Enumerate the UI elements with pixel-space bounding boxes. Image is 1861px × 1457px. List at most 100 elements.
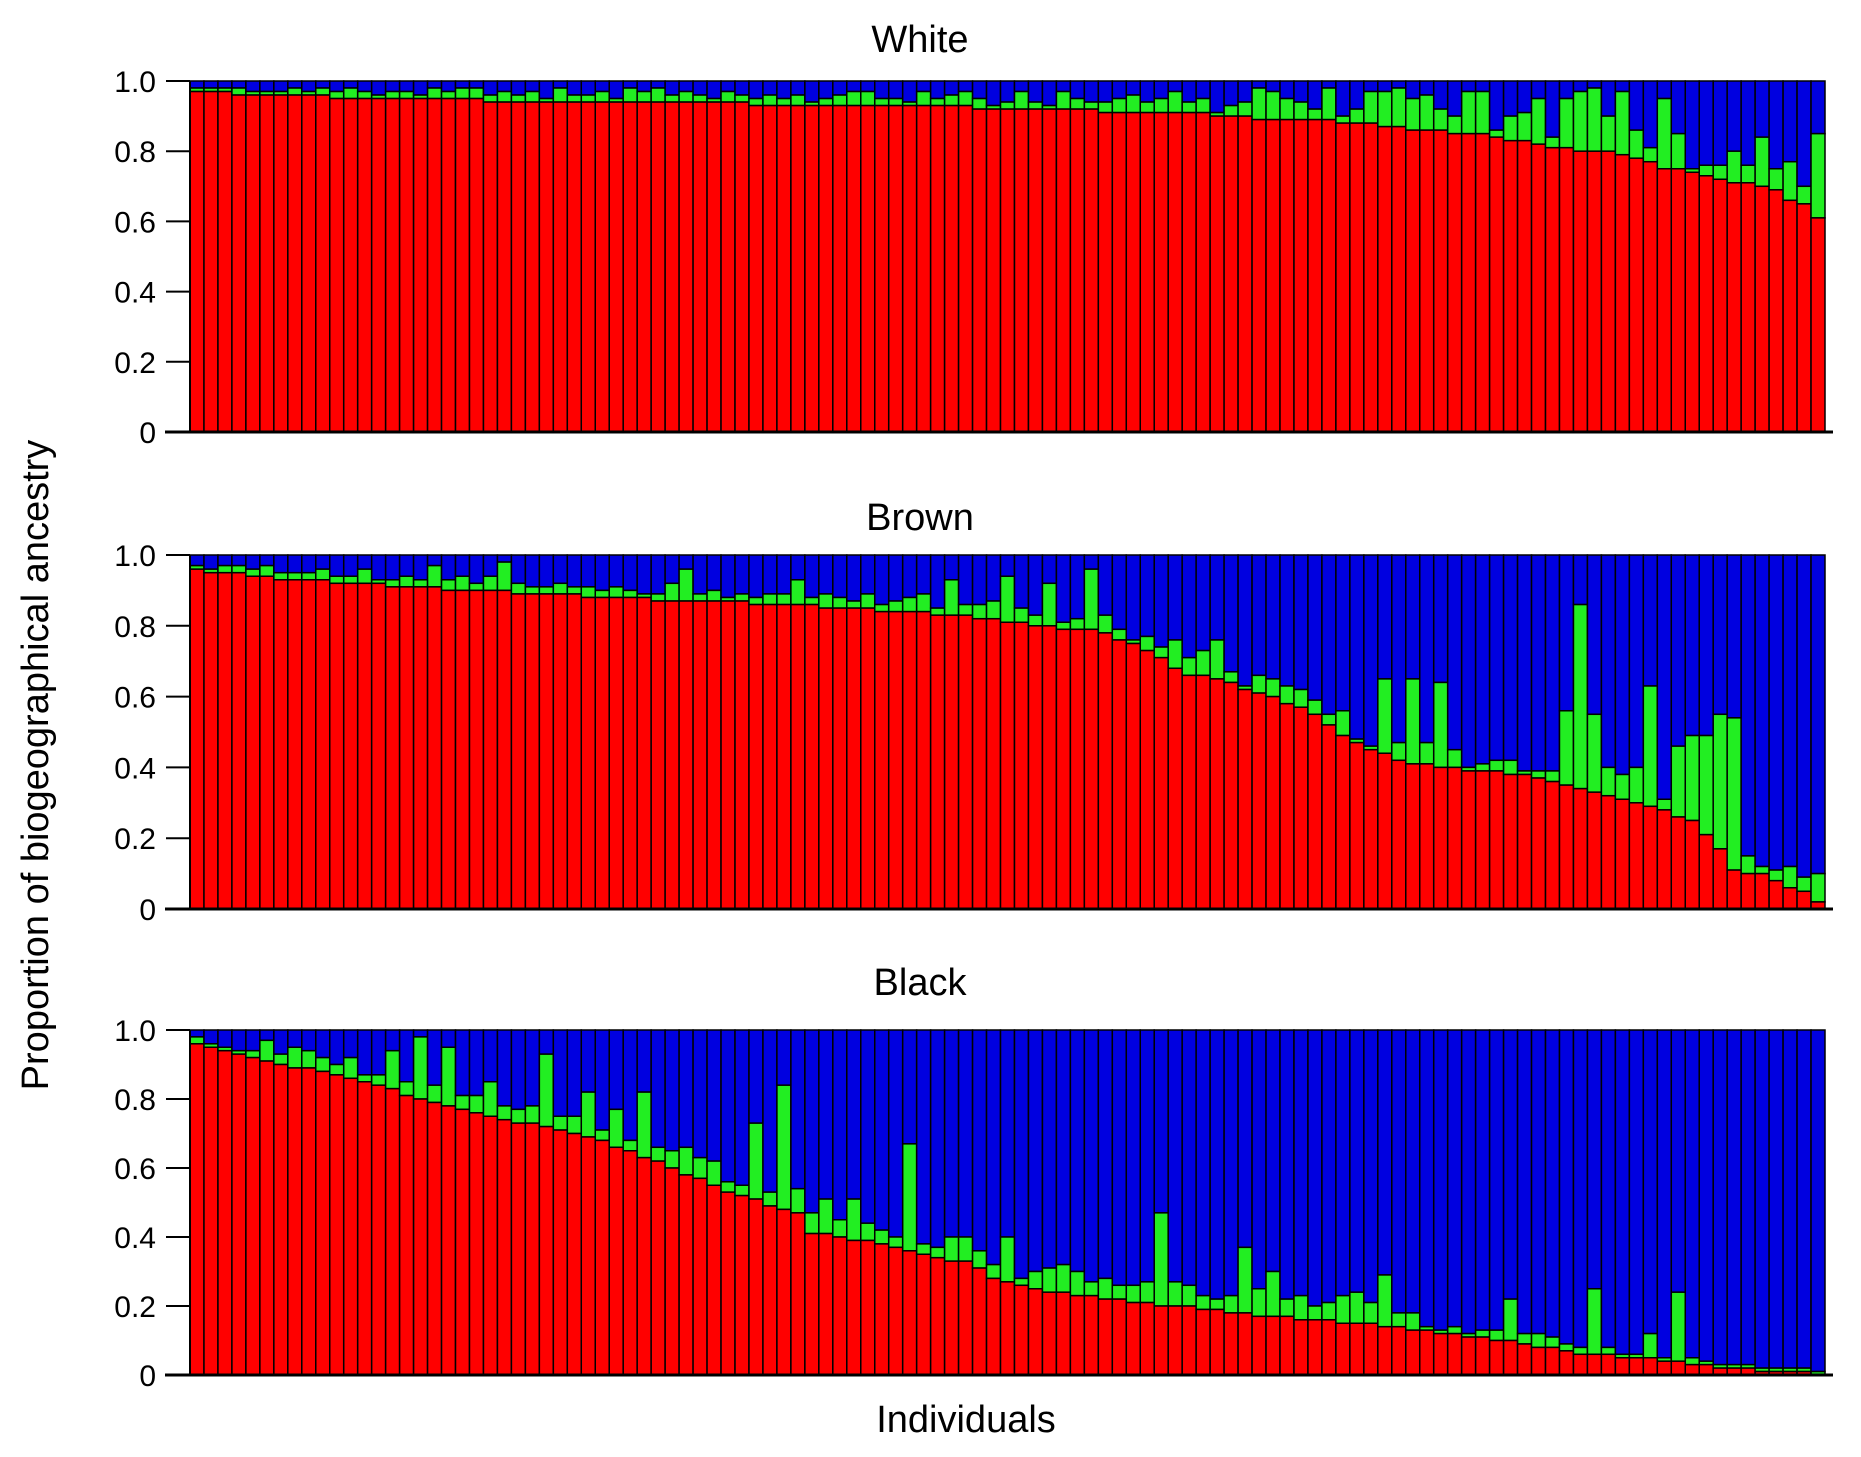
bar-blue xyxy=(496,1029,513,1107)
bar-green xyxy=(608,1108,624,1149)
bar-blue xyxy=(217,80,233,89)
bar-blue xyxy=(1335,1029,1351,1297)
bar-green xyxy=(552,87,569,103)
bar-blue xyxy=(426,80,443,89)
bar-blue xyxy=(482,80,499,96)
bar-green xyxy=(594,589,610,599)
bar-red xyxy=(1349,1322,1365,1376)
bar-red xyxy=(1027,1288,1044,1376)
bar-green xyxy=(1488,1329,1505,1342)
bar-red xyxy=(217,1049,233,1376)
bar-green xyxy=(356,568,373,585)
bar-red xyxy=(957,1260,974,1376)
bar-blue xyxy=(1698,1029,1714,1362)
bar-green xyxy=(580,586,597,599)
bar-red xyxy=(734,101,750,433)
bar-green xyxy=(1516,1332,1533,1345)
bar-green xyxy=(1642,146,1659,163)
bar-blue xyxy=(231,80,247,89)
bar-red xyxy=(1405,763,1421,910)
bar-red xyxy=(957,614,974,910)
bar-red xyxy=(636,596,652,910)
bar-red xyxy=(1405,1329,1421,1376)
bar-red xyxy=(1111,1298,1128,1376)
bar-green xyxy=(1055,621,1072,631)
bar-red xyxy=(426,97,443,433)
bar-green xyxy=(384,579,401,588)
bar-green xyxy=(1293,101,1309,121)
bar-blue xyxy=(1796,1029,1812,1369)
bar-red xyxy=(287,94,303,433)
bar-red xyxy=(846,104,862,433)
bar-green xyxy=(706,1160,722,1186)
bar-green xyxy=(776,593,792,606)
bar-blue xyxy=(650,1029,666,1149)
bar-blue xyxy=(1684,1029,1700,1359)
bar-red xyxy=(1321,724,1337,910)
bar-blue xyxy=(790,80,806,96)
bar-green xyxy=(957,90,974,107)
bar-green xyxy=(1083,1281,1100,1297)
bar-red xyxy=(328,582,345,910)
bar-blue xyxy=(901,554,918,599)
bar-red xyxy=(776,104,792,433)
bar-blue xyxy=(608,554,624,588)
bar-blue xyxy=(1139,1029,1155,1283)
bar-green xyxy=(524,90,541,103)
bar-green xyxy=(832,596,848,609)
bar-red xyxy=(580,1136,597,1376)
bar-green xyxy=(929,97,946,107)
bar-red xyxy=(1558,1350,1575,1376)
bar-red xyxy=(1600,150,1617,433)
bar-blue xyxy=(1097,80,1114,103)
bar-blue xyxy=(1712,80,1728,166)
bar-blue xyxy=(1502,554,1519,762)
bar-green xyxy=(287,87,303,96)
y-tick-label: 1.0 xyxy=(114,66,156,99)
bar-blue xyxy=(1293,554,1309,691)
bar-blue xyxy=(1754,1029,1770,1369)
bar-green xyxy=(692,593,708,602)
bar-red xyxy=(1139,1301,1155,1376)
bar-red xyxy=(1516,1343,1533,1376)
bar-red xyxy=(370,582,387,910)
bar-red xyxy=(440,1105,457,1376)
bar-red xyxy=(1782,199,1798,433)
bar-blue xyxy=(804,1029,820,1214)
bar-green xyxy=(678,568,694,602)
y-tick-label: 0.4 xyxy=(114,1222,156,1255)
bar-red xyxy=(1712,848,1728,910)
bar-red xyxy=(692,101,708,433)
bar-red xyxy=(217,90,233,433)
bar-green xyxy=(860,1222,876,1242)
bar-blue xyxy=(231,554,247,567)
bar-blue xyxy=(1474,80,1491,93)
bar-green xyxy=(818,1198,834,1235)
bar-blue xyxy=(412,554,429,581)
bar-green xyxy=(650,87,666,103)
bar-red xyxy=(1768,189,1784,433)
bar-red xyxy=(1558,784,1575,910)
bar-green xyxy=(1544,770,1561,783)
bar-red xyxy=(370,1084,387,1376)
bar-green xyxy=(1670,132,1687,170)
bar-green xyxy=(873,603,890,613)
bar-red xyxy=(1069,628,1086,910)
bar-blue xyxy=(1363,1029,1379,1304)
bar-blue xyxy=(580,554,597,588)
bar-red xyxy=(957,104,974,433)
bar-red xyxy=(762,603,778,910)
bar-red xyxy=(1083,1294,1100,1376)
bar-green xyxy=(1027,614,1044,627)
bar-red xyxy=(384,97,401,433)
bar-blue xyxy=(943,1029,960,1238)
bar-blue xyxy=(1698,80,1714,166)
bar-blue xyxy=(1656,554,1673,801)
bar-blue xyxy=(1405,80,1421,100)
bar-red xyxy=(1670,168,1687,433)
bar-green xyxy=(496,561,513,592)
bar-green xyxy=(1013,1277,1030,1287)
bar-green xyxy=(748,1122,764,1200)
bar-red xyxy=(231,94,247,433)
bar-green xyxy=(1377,1274,1393,1328)
